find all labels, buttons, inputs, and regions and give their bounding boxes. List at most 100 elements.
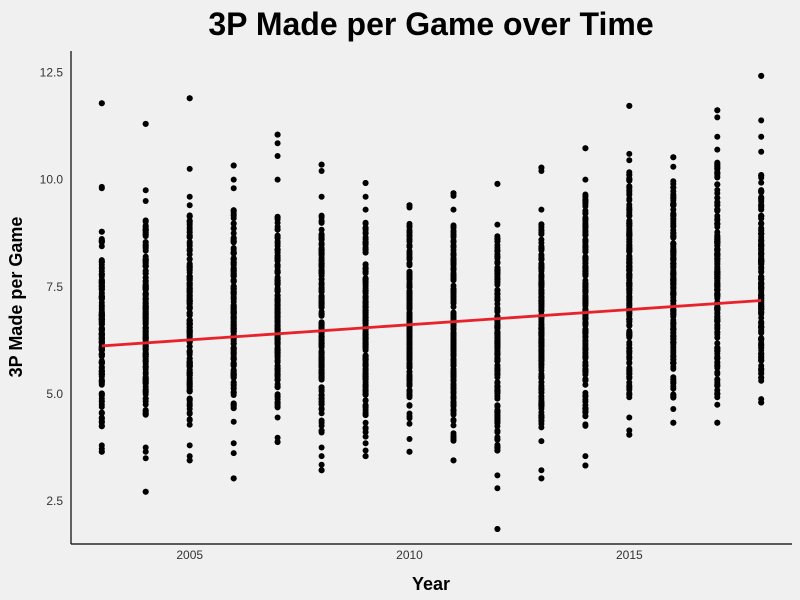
data-point: [186, 343, 193, 350]
data-point: [714, 268, 721, 275]
data-point: [758, 340, 765, 346]
data-point: [230, 401, 237, 408]
data-point: [318, 292, 325, 299]
data-point: [142, 283, 149, 290]
data-point: [98, 331, 105, 338]
data-point: [626, 150, 633, 157]
data-point: [758, 309, 765, 315]
data-point: [758, 117, 765, 124]
data-point: [714, 317, 721, 324]
data-point: [538, 351, 545, 358]
data-point: [538, 224, 545, 231]
chart-title: 3P Made per Game over Time: [208, 6, 653, 42]
data-point: [274, 434, 281, 441]
data-point: [186, 417, 193, 424]
data-point: [98, 283, 105, 289]
data-point: [494, 395, 501, 402]
data-point: [758, 238, 765, 245]
data-point: [494, 247, 501, 254]
data-point: [714, 401, 721, 408]
data-point: [98, 367, 105, 374]
data-point: [450, 272, 457, 279]
data-point: [450, 331, 457, 338]
data-point: [142, 373, 149, 380]
data-point: [362, 224, 369, 231]
data-point: [142, 358, 149, 365]
data-point: [318, 284, 325, 291]
data-point: [230, 418, 237, 425]
data-point: [714, 255, 721, 262]
data-point: [758, 357, 765, 364]
data-point: [318, 347, 325, 354]
data-point: [450, 206, 457, 213]
data-point: [318, 308, 325, 315]
data-point: [582, 288, 589, 295]
data-point: [230, 360, 237, 367]
data-point: [318, 161, 325, 168]
data-point: [98, 321, 105, 328]
data-point: [318, 444, 325, 451]
data-point: [98, 307, 105, 313]
data-point: [98, 391, 105, 398]
data-point: [186, 217, 193, 224]
data-point: [538, 281, 545, 288]
data-point: [318, 467, 325, 474]
data-point: [274, 336, 281, 343]
data-point: [318, 398, 325, 405]
data-point: [230, 344, 237, 351]
data-point: [274, 254, 281, 261]
data-point: [406, 368, 413, 375]
data-point: [98, 261, 105, 268]
data-point: [538, 236, 545, 243]
data-point: [494, 423, 501, 430]
data-point: [670, 234, 677, 241]
data-point: [318, 417, 325, 424]
data-point: [98, 351, 105, 358]
data-point: [406, 249, 413, 256]
data-point: [714, 181, 721, 188]
data-point: [714, 232, 721, 239]
data-point: [450, 297, 457, 304]
data-point: [714, 220, 721, 227]
data-point: [626, 331, 633, 338]
data-point: [670, 385, 677, 392]
y-tick-label: 5.0: [46, 387, 63, 401]
data-point: [142, 407, 149, 414]
data-point: [98, 183, 105, 190]
data-point: [450, 339, 457, 346]
data-point: [230, 264, 237, 271]
data-point: [670, 163, 677, 170]
data-point: [714, 310, 721, 317]
data-point: [626, 157, 633, 164]
data-point: [362, 361, 369, 368]
data-point: [406, 420, 413, 427]
data-point: [142, 444, 149, 451]
data-point: [450, 385, 457, 392]
data-point: [494, 338, 501, 345]
data-point: [582, 392, 589, 399]
data-point: [318, 212, 325, 219]
data-point: [406, 392, 413, 399]
data-point: [362, 293, 369, 300]
data-point: [714, 146, 721, 153]
y-tick-label: 10.0: [40, 173, 64, 187]
data-point: [274, 321, 281, 328]
data-point: [758, 187, 765, 194]
data-point: [230, 271, 237, 278]
data-point: [406, 364, 413, 371]
data-point: [274, 359, 281, 366]
data-point: [670, 222, 677, 229]
data-point: [626, 431, 633, 438]
data-point: [274, 278, 281, 285]
data-point: [714, 293, 721, 300]
data-point: [142, 351, 149, 358]
data-point: [318, 374, 325, 381]
data-point: [582, 271, 589, 277]
data-point: [230, 298, 237, 305]
data-point: [626, 185, 633, 192]
data-point: [626, 249, 633, 255]
data-point: [494, 238, 501, 245]
data-point: [582, 405, 589, 412]
data-point: [538, 371, 545, 377]
data-point: [450, 377, 457, 384]
